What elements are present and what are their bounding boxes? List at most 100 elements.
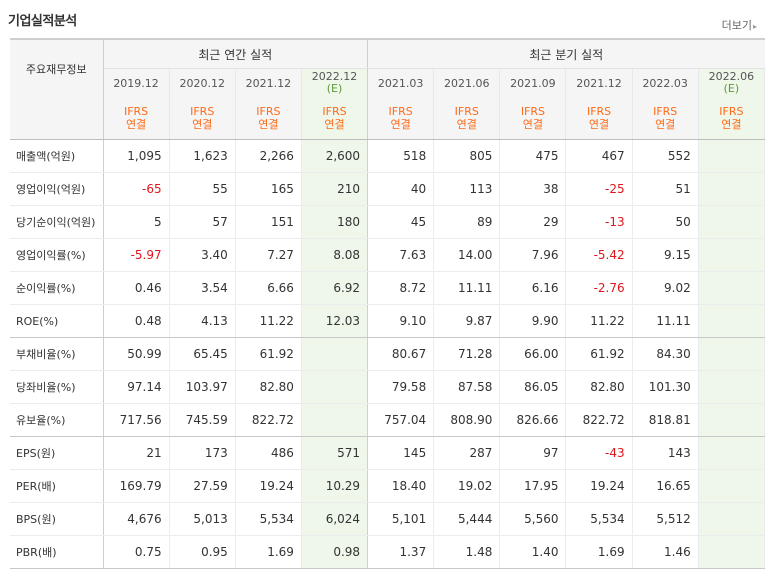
performance-table: 주요재무정보 최근 연간 실적 최근 분기 실적 2019.12 2020.12 2…	[10, 38, 766, 569]
basis-standard: IFRS	[256, 105, 281, 118]
basis-scope: 연결	[456, 118, 477, 131]
period-date: 2022.06	[708, 70, 755, 83]
table-cell: 3.54	[169, 271, 236, 305]
table-cell: 89	[433, 205, 501, 239]
corner-label: 주요재무정보	[10, 38, 104, 97]
table-cell: -43	[565, 436, 633, 470]
estimate-mark: (E)	[326, 82, 343, 95]
table-row: 유보율(%) 717.56 745.59 822.72 757.04 808.90 826.…	[10, 403, 766, 437]
table-cell: 3.40	[169, 238, 236, 272]
table-cell: 6.92	[301, 271, 369, 305]
table-cell: 97.14	[103, 370, 170, 404]
table-cell: 822.72	[565, 403, 633, 437]
table-cell: 571	[301, 436, 369, 470]
accounting-basis: IFRS 연결	[103, 97, 170, 140]
table-cell: 9.02	[632, 271, 699, 305]
table-cell: 5,013	[169, 502, 236, 536]
table-cell: 745.59	[169, 403, 236, 437]
corner-filler	[10, 97, 104, 140]
basis-standard: IFRS	[520, 105, 546, 118]
table-row: BPS(원) 4,676 5,013 5,534 6,024 5,101 5,444 5,56…	[10, 502, 766, 536]
table-row: EPS(원) 21 173 486 571 145 287 97 -43 143	[10, 436, 766, 470]
table-cell: 165	[235, 172, 302, 206]
basis-scope: 연결	[258, 118, 279, 131]
table-cell: 4.13	[169, 304, 236, 338]
table-cell: 61.92	[565, 337, 633, 371]
table-cell: 826.66	[499, 403, 567, 437]
table-cell: 2,600	[301, 139, 369, 173]
table-cell: 818.81	[632, 403, 699, 437]
period-date: 2022.12	[311, 70, 358, 83]
table-cell: 84.30	[632, 337, 699, 371]
table-row: PBR(배) 0.75 0.95 1.69 0.98 1.37 1.48 1.40 1.69 1.…	[10, 535, 766, 569]
period-date: 2022.03	[642, 76, 688, 90]
table-cell: 6.66	[235, 271, 302, 305]
table-cell: 11.22	[235, 304, 302, 338]
table-cell: 101.30	[632, 370, 699, 404]
table-row: 영업이익(억원) -65 55 165 210 40 113 38 -25 51	[10, 172, 766, 206]
table-cell: 38	[499, 172, 567, 206]
table-cell	[698, 502, 766, 536]
basis-scope: 연결	[324, 118, 345, 131]
table-cell: 10.29	[301, 469, 369, 503]
table-cell: 4,676	[103, 502, 170, 536]
table-cell: -5.42	[565, 238, 633, 272]
table-cell: 6.16	[499, 271, 567, 305]
table-cell: 5	[103, 205, 170, 239]
table-cell: 145	[367, 436, 435, 470]
table-cell: -25	[565, 172, 633, 206]
table-cell: 40	[367, 172, 435, 206]
period-header: 2022.06 (E)	[698, 68, 766, 97]
table-cell: 97	[499, 436, 567, 470]
more-link[interactable]: 더보기▸	[722, 17, 757, 33]
basis-scope: 연결	[655, 118, 676, 131]
table-cell: 82.80	[565, 370, 633, 404]
table-cell: 65.45	[169, 337, 236, 371]
table-cell: 1.37	[367, 535, 435, 569]
period-date: 2021.12	[245, 76, 292, 90]
table-cell: 7.27	[235, 238, 302, 272]
basis-standard: IFRS	[454, 105, 479, 118]
period-header: 2021.12	[565, 68, 633, 97]
table-cell: 50.99	[103, 337, 170, 371]
basis-scope: 연결	[721, 118, 742, 131]
basis-standard: IFRS	[586, 105, 612, 118]
table-cell: 79.58	[367, 370, 435, 404]
accounting-basis: IFRS 연결	[632, 97, 699, 140]
table-cell: 8.72	[367, 271, 435, 305]
table-cell: 80.67	[367, 337, 435, 371]
annual-group-header: 최근 연간 실적	[103, 38, 369, 69]
table-cell: 1.46	[632, 535, 699, 569]
table-cell: 6,024	[301, 502, 369, 536]
table-row: 부채비율(%) 50.99 65.45 61.92 80.67 71.28 66.00 61.…	[10, 337, 766, 371]
table-cell: 11.22	[565, 304, 633, 338]
basis-standard: IFRS	[322, 105, 347, 118]
table-cell: 18.40	[367, 469, 435, 503]
table-cell	[301, 370, 369, 404]
table-cell: 5,444	[433, 502, 501, 536]
table-cell	[698, 139, 766, 173]
table-cell: 113	[433, 172, 501, 206]
table-cell: -2.76	[565, 271, 633, 305]
table-cell: -65	[103, 172, 170, 206]
table-cell: 14.00	[433, 238, 501, 272]
accounting-basis: IFRS 연결	[301, 97, 369, 140]
table-cell: 27.59	[169, 469, 236, 503]
table-row: 당좌비율(%) 97.14 103.97 82.80 79.58 87.58 86.05 82…	[10, 370, 766, 404]
table-cell: 805	[433, 139, 501, 173]
row-label: 매출액(억원)	[10, 139, 104, 173]
row-label: PER(배)	[10, 469, 104, 503]
table-cell: 808.90	[433, 403, 501, 437]
table-body: 매출액(억원) 1,095 1,623 2,266 2,600 518 805 475 467 5…	[10, 139, 766, 569]
more-link-label: 더보기	[721, 19, 752, 32]
table-cell: 552	[632, 139, 699, 173]
period-date: 2021.06	[444, 76, 490, 90]
basis-scope: 연결	[125, 118, 147, 131]
table-cell	[698, 205, 766, 239]
table-cell: 19.24	[565, 469, 633, 503]
table-cell	[698, 238, 766, 272]
row-label: PBR(배)	[10, 535, 104, 569]
table-cell: 518	[367, 139, 435, 173]
accounting-basis: IFRS 연결	[698, 97, 766, 140]
row-label: BPS(원)	[10, 502, 104, 536]
